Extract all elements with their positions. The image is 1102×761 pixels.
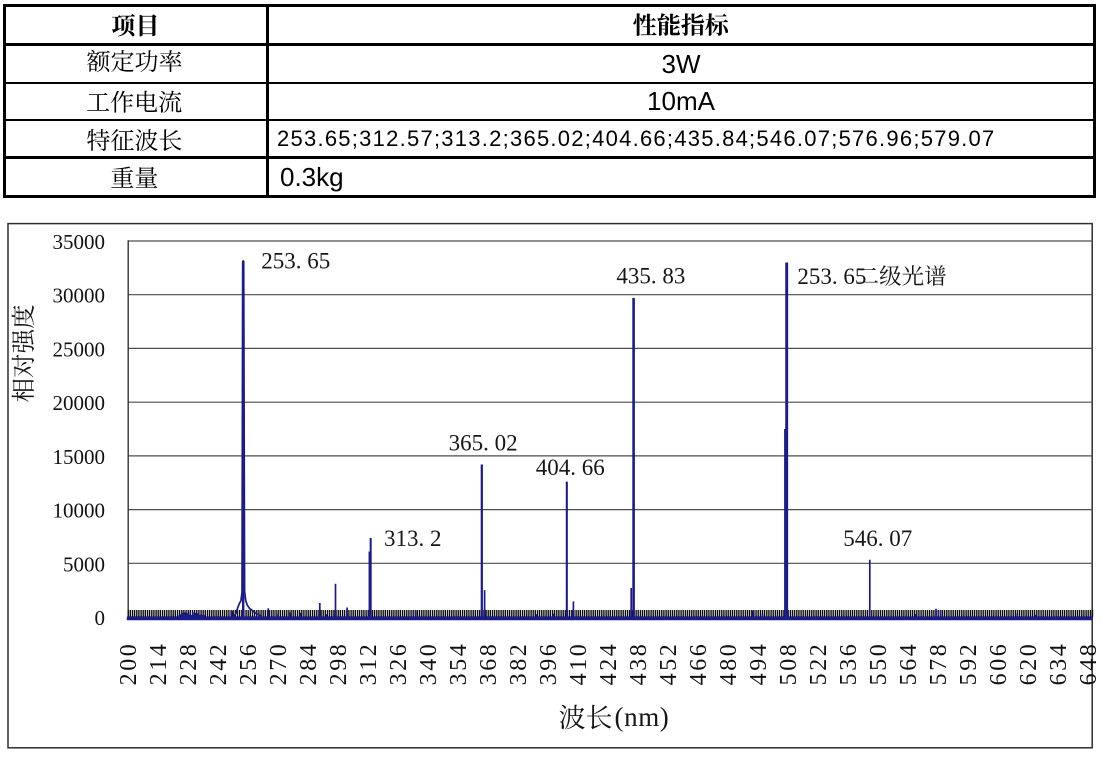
svg-text:214: 214 — [146, 642, 172, 686]
svg-text:15000: 15000 — [53, 445, 106, 469]
svg-text:536: 536 — [836, 642, 862, 686]
svg-text:466: 466 — [686, 642, 712, 686]
svg-text:368: 368 — [476, 642, 502, 686]
svg-text:10000: 10000 — [53, 499, 106, 523]
svg-text:200: 200 — [116, 642, 142, 686]
svg-text:340: 340 — [416, 642, 442, 686]
svg-text:382: 382 — [506, 642, 532, 686]
svg-text:313. 2: 313. 2 — [384, 526, 442, 551]
svg-text:494: 494 — [746, 642, 772, 686]
svg-text:312: 312 — [356, 642, 382, 686]
svg-text:20000: 20000 — [53, 391, 106, 415]
svg-text:435. 83: 435. 83 — [616, 264, 685, 289]
svg-text:404. 66: 404. 66 — [536, 455, 605, 480]
svg-text:634: 634 — [1046, 642, 1072, 686]
svg-text:284: 284 — [296, 642, 322, 686]
svg-text:606: 606 — [986, 642, 1012, 686]
svg-text:550: 550 — [866, 642, 892, 686]
svg-text:25000: 25000 — [53, 337, 106, 361]
svg-text:365. 02: 365. 02 — [449, 430, 518, 455]
svg-text:354: 354 — [446, 642, 472, 686]
svg-text:396: 396 — [536, 642, 562, 686]
svg-text:298: 298 — [326, 642, 352, 686]
svg-text:270: 270 — [266, 642, 292, 686]
svg-text:256: 256 — [236, 642, 262, 686]
svg-text:508: 508 — [776, 642, 802, 686]
svg-text:480: 480 — [716, 642, 742, 686]
svg-text:648: 648 — [1076, 642, 1102, 686]
svg-text:620: 620 — [1016, 642, 1042, 686]
svg-text:253. 65: 253. 65 — [797, 264, 866, 289]
svg-text:228: 228 — [176, 642, 202, 686]
svg-text:242: 242 — [206, 642, 232, 686]
svg-text:253. 65: 253. 65 — [261, 249, 330, 274]
svg-text:30000: 30000 — [53, 284, 106, 308]
svg-text:438: 438 — [626, 642, 652, 686]
svg-text:564: 564 — [896, 642, 922, 686]
svg-text:0: 0 — [95, 606, 106, 630]
svg-text:5000: 5000 — [63, 552, 105, 576]
svg-text:546. 07: 546. 07 — [843, 526, 912, 551]
svg-text:592: 592 — [956, 642, 982, 686]
svg-text:522: 522 — [806, 642, 832, 686]
svg-text:(nm): (nm) — [615, 702, 670, 732]
svg-text:410: 410 — [566, 642, 592, 686]
svg-text:424: 424 — [596, 642, 622, 686]
svg-text:35000: 35000 — [53, 230, 106, 254]
svg-text:452: 452 — [656, 642, 682, 686]
svg-text:578: 578 — [926, 642, 952, 686]
svg-text:326: 326 — [386, 642, 412, 686]
